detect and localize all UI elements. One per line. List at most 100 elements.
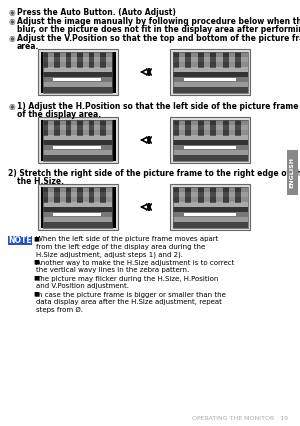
Bar	[170, 117, 250, 163]
Bar	[223, 187, 229, 203]
Bar	[172, 67, 248, 72]
Bar	[106, 187, 112, 203]
Bar	[94, 120, 100, 136]
Bar	[229, 52, 235, 68]
Bar	[88, 120, 94, 136]
Text: from the left edge of the display area during the: from the left edge of the display area d…	[36, 244, 205, 250]
Bar	[241, 52, 248, 68]
Bar	[38, 184, 118, 230]
Bar	[43, 217, 112, 222]
Bar	[172, 87, 248, 92]
Text: of the display area.: of the display area.	[17, 110, 101, 119]
Bar	[8, 236, 32, 245]
Bar	[172, 150, 248, 155]
Bar	[172, 120, 248, 125]
Bar	[185, 52, 191, 68]
Bar	[172, 187, 248, 227]
Bar	[43, 72, 112, 77]
Bar	[172, 187, 248, 192]
Bar	[43, 187, 48, 203]
Bar	[94, 52, 100, 68]
Bar	[77, 120, 83, 136]
Bar	[172, 77, 248, 82]
Text: In case the picture frame is bigger or smaller than the: In case the picture frame is bigger or s…	[36, 291, 226, 297]
Bar	[172, 57, 248, 62]
Bar	[223, 120, 229, 136]
Bar	[60, 187, 65, 203]
Bar	[172, 135, 248, 140]
Bar	[172, 120, 248, 161]
Bar	[83, 52, 88, 68]
Bar	[43, 52, 112, 92]
Text: NOTE: NOTE	[8, 236, 32, 245]
Bar	[172, 192, 248, 197]
Text: ■: ■	[33, 259, 39, 265]
Bar	[172, 217, 248, 222]
Bar	[43, 135, 112, 140]
Bar	[210, 120, 216, 136]
Bar	[48, 120, 54, 136]
Text: ◉: ◉	[9, 17, 16, 26]
Text: ◉: ◉	[9, 8, 16, 17]
Bar	[229, 120, 235, 136]
Text: 1) Adjust the H.Position so that the left side of the picture frame will move to: 1) Adjust the H.Position so that the lef…	[17, 102, 300, 111]
Bar	[172, 222, 248, 227]
Bar	[100, 120, 106, 136]
Text: blur, or the picture does not fit in the display area after performing the Auto : blur, or the picture does not fit in the…	[17, 25, 300, 34]
Bar	[48, 187, 54, 203]
Bar	[40, 187, 116, 227]
Bar	[88, 187, 94, 203]
Bar	[216, 120, 223, 136]
Bar	[65, 187, 71, 203]
Bar	[43, 120, 48, 136]
Bar	[223, 52, 229, 68]
Bar	[197, 52, 204, 68]
Text: When the left side of the picture frame moves apart: When the left side of the picture frame …	[36, 236, 218, 242]
Bar	[172, 207, 248, 212]
Bar	[172, 202, 248, 207]
Bar	[53, 146, 101, 149]
Text: data display area after the H.Size adjustment, repeat: data display area after the H.Size adjus…	[36, 299, 222, 305]
Bar	[43, 187, 112, 227]
Bar	[172, 120, 248, 161]
Bar	[43, 222, 112, 227]
Text: H.Size adjustment, adjust steps 1) and 2).: H.Size adjustment, adjust steps 1) and 2…	[36, 251, 183, 257]
Text: The picture may flicker during the H.Size, H.Position: The picture may flicker during the H.Siz…	[36, 276, 218, 282]
Bar	[43, 52, 112, 57]
Bar	[216, 187, 223, 203]
Bar	[235, 52, 241, 68]
Bar	[106, 52, 112, 68]
Bar	[172, 82, 248, 87]
Bar	[43, 77, 112, 82]
Text: and V.Position adjustment.: and V.Position adjustment.	[36, 283, 129, 289]
Bar	[172, 212, 248, 217]
Bar	[43, 62, 112, 67]
Bar	[38, 49, 118, 95]
Bar	[43, 155, 112, 161]
Bar	[179, 52, 185, 68]
Bar	[43, 140, 112, 145]
Bar	[77, 187, 83, 203]
Bar	[172, 72, 248, 77]
Bar	[83, 187, 88, 203]
Bar	[43, 120, 112, 125]
Bar	[43, 150, 112, 155]
Bar	[172, 155, 248, 161]
Text: ■: ■	[33, 276, 39, 280]
Bar	[197, 187, 204, 203]
Bar	[48, 52, 54, 68]
Bar	[43, 197, 112, 202]
Bar	[185, 187, 191, 203]
Bar	[172, 52, 248, 92]
Bar	[43, 192, 112, 197]
Bar	[43, 202, 112, 207]
Text: area.: area.	[17, 42, 39, 51]
Bar	[71, 187, 77, 203]
Bar	[229, 187, 235, 203]
Bar	[204, 120, 210, 136]
Bar	[106, 120, 112, 136]
Bar	[210, 52, 216, 68]
Bar	[172, 130, 248, 135]
Bar	[40, 52, 116, 92]
Text: 2) Stretch the right side of the picture frame to the right edge of the display : 2) Stretch the right side of the picture…	[8, 169, 300, 178]
